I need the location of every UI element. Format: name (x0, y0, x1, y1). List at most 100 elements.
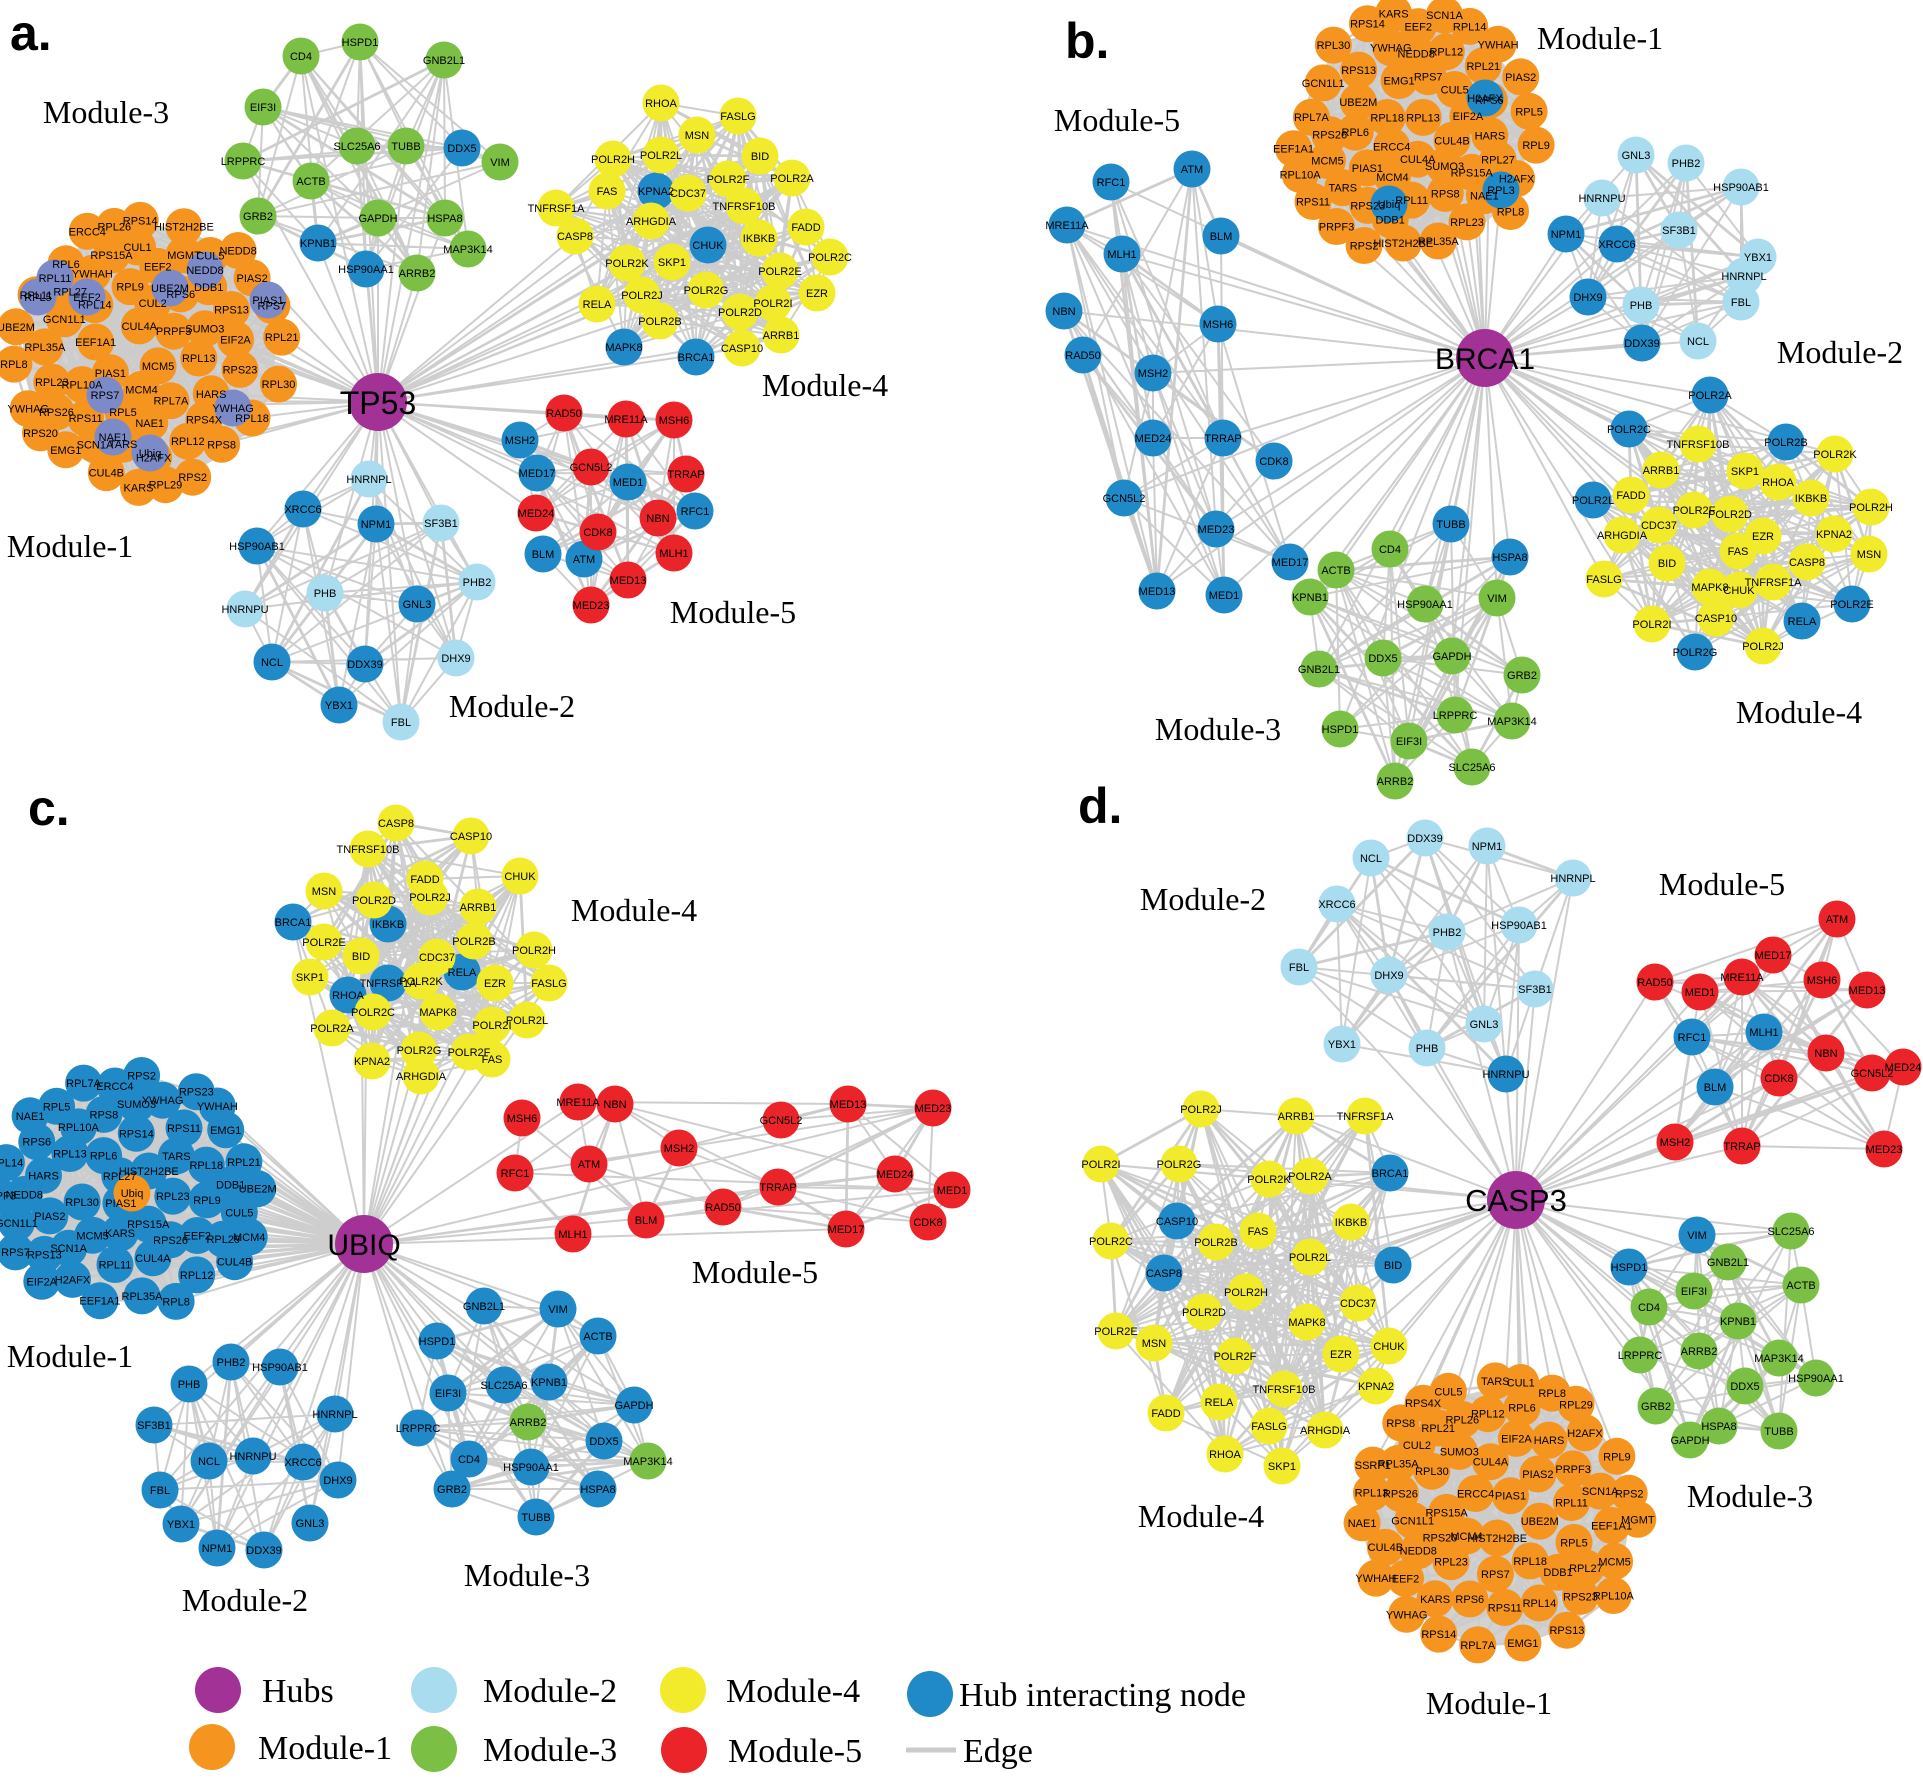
svg-text:RPL14: RPL14 (0, 1158, 23, 1170)
svg-text:POLR2E: POLR2E (302, 937, 345, 949)
svg-text:CDK8: CDK8 (1259, 456, 1288, 468)
svg-text:MCM4: MCM4 (233, 1232, 265, 1244)
svg-text:GNL3: GNL3 (1470, 1019, 1499, 1031)
svg-text:POLR2B: POLR2B (452, 936, 495, 948)
svg-text:YBX1: YBX1 (325, 700, 353, 712)
svg-text:RPL10A: RPL10A (1593, 1591, 1635, 1603)
svg-text:MED1: MED1 (613, 477, 644, 489)
svg-text:FADD: FADD (791, 222, 820, 234)
svg-text:MAPK8: MAPK8 (1288, 1317, 1325, 1329)
svg-text:HSP90AA1: HSP90AA1 (338, 264, 394, 276)
svg-text:MSH6: MSH6 (1203, 319, 1234, 331)
svg-text:FASLG: FASLG (1586, 574, 1621, 586)
svg-text:XRCC6: XRCC6 (1318, 899, 1355, 911)
svg-text:RPL18: RPL18 (189, 1160, 223, 1172)
svg-text:UBE2M: UBE2M (151, 283, 189, 295)
svg-text:GCN5L2: GCN5L2 (1851, 1068, 1894, 1080)
svg-text:UBE2M: UBE2M (1339, 97, 1377, 109)
svg-text:RPL14: RPL14 (78, 300, 112, 312)
svg-text:GNB2L1: GNB2L1 (463, 1301, 505, 1313)
svg-text:ATM: ATM (578, 1159, 600, 1171)
svg-text:POLR2J: POLR2J (1742, 641, 1784, 653)
svg-text:NAE1: NAE1 (135, 418, 164, 430)
svg-text:POLR2J: POLR2J (621, 290, 663, 302)
svg-text:RPL11: RPL11 (99, 1260, 132, 1272)
svg-text:CUL4B: CUL4B (89, 468, 124, 480)
svg-text:DDX39: DDX39 (347, 659, 382, 671)
svg-text:SKP1: SKP1 (1268, 1461, 1296, 1473)
svg-text:DDB1: DDB1 (194, 282, 223, 294)
svg-text:RPL6: RPL6 (90, 1151, 118, 1163)
svg-text:PIAS2: PIAS2 (1505, 72, 1536, 84)
svg-text:TARS: TARS (109, 439, 138, 451)
svg-text:FAS: FAS (482, 1054, 503, 1066)
svg-text:ERCC4: ERCC4 (96, 1081, 133, 1093)
svg-text:Module-1: Module-1 (1537, 20, 1663, 56)
svg-text:RPL21: RPL21 (1466, 61, 1500, 73)
svg-text:ERCC4: ERCC4 (1373, 141, 1410, 153)
svg-text:KARS: KARS (1379, 8, 1409, 20)
svg-text:RPS26: RPS26 (153, 1235, 188, 1247)
svg-text:Hub interacting node: Hub interacting node (959, 1677, 1246, 1714)
svg-text:RPL21: RPL21 (265, 332, 299, 344)
svg-text:DDX5: DDX5 (447, 143, 476, 155)
svg-text:RPS7: RPS7 (91, 390, 120, 402)
svg-text:DDX39: DDX39 (1624, 338, 1659, 350)
svg-text:MAPK8: MAPK8 (1691, 582, 1728, 594)
svg-text:GRB2: GRB2 (243, 211, 273, 223)
svg-text:MCM4: MCM4 (1376, 172, 1408, 184)
svg-text:CASP10: CASP10 (721, 343, 763, 355)
svg-text:BLM: BLM (1704, 1082, 1727, 1094)
svg-text:EZR: EZR (1330, 1349, 1352, 1361)
svg-text:MED17: MED17 (1272, 557, 1309, 569)
svg-text:RPS4X: RPS4X (186, 415, 223, 427)
svg-text:RAD50: RAD50 (1637, 977, 1672, 989)
svg-text:MSH2: MSH2 (505, 435, 536, 447)
svg-text:GCN1L1: GCN1L1 (0, 1218, 38, 1230)
svg-text:PHB: PHB (178, 1379, 201, 1391)
svg-text:MED17: MED17 (519, 468, 556, 480)
svg-text:RPL14: RPL14 (1453, 21, 1487, 33)
svg-text:HSPA8: HSPA8 (580, 1484, 615, 1496)
svg-text:MAPK8: MAPK8 (419, 1007, 456, 1019)
svg-text:HSP90AB1: HSP90AB1 (1713, 182, 1769, 194)
svg-text:MSN: MSN (1142, 1338, 1167, 1350)
svg-text:RPS15A: RPS15A (1425, 1507, 1468, 1519)
svg-text:ACTB: ACTB (1321, 565, 1350, 577)
svg-text:RPL29: RPL29 (206, 1234, 240, 1246)
svg-text:IKBKB: IKBKB (1335, 1217, 1367, 1229)
svg-text:PRPF3: PRPF3 (1555, 1464, 1590, 1476)
svg-text:POLR2F: POLR2F (707, 174, 750, 186)
svg-text:RPL7A: RPL7A (153, 396, 189, 408)
svg-text:Module-4: Module-4 (762, 367, 888, 403)
svg-text:RPS14: RPS14 (1421, 1629, 1456, 1641)
svg-text:RPL18: RPL18 (1370, 113, 1404, 125)
svg-text:EMG1: EMG1 (50, 445, 81, 457)
svg-text:VIM: VIM (490, 157, 510, 169)
svg-text:SCN1A: SCN1A (50, 1243, 87, 1255)
svg-text:Ubiq: Ubiq (139, 448, 162, 460)
svg-text:DDX5: DDX5 (1368, 653, 1397, 665)
svg-text:SKP1: SKP1 (1731, 466, 1759, 478)
svg-text:MGMT: MGMT (167, 250, 201, 262)
svg-text:RPL35A: RPL35A (1378, 1459, 1420, 1471)
svg-text:HIST2H2BE: HIST2H2BE (1467, 1533, 1527, 1545)
svg-text:RPL35A: RPL35A (1418, 236, 1460, 248)
svg-text:TNFRSF10B: TNFRSF10B (1253, 1384, 1316, 1396)
svg-text:MLH1: MLH1 (659, 548, 688, 560)
svg-text:POLR2A: POLR2A (770, 173, 814, 185)
svg-text:NEDD8: NEDD8 (1400, 1546, 1437, 1558)
svg-text:MLH1: MLH1 (1749, 1027, 1778, 1039)
svg-text:TUBB: TUBB (391, 141, 420, 153)
svg-text:POLR2D: POLR2D (1182, 1307, 1226, 1319)
svg-text:Module-2: Module-2 (182, 1582, 308, 1618)
svg-text:DDX5: DDX5 (589, 1436, 618, 1448)
svg-text:NEDD8: NEDD8 (6, 1189, 43, 1201)
svg-text:Hubs: Hubs (262, 1673, 334, 1710)
svg-text:ATM: ATM (573, 554, 595, 566)
svg-text:RPS23: RPS23 (1350, 200, 1385, 212)
svg-text:RPS23: RPS23 (179, 1087, 214, 1099)
svg-text:GNB2L1: GNB2L1 (1707, 1257, 1749, 1269)
svg-text:HSPD1: HSPD1 (1611, 1262, 1648, 1274)
svg-text:RPL10A: RPL10A (1280, 169, 1322, 181)
